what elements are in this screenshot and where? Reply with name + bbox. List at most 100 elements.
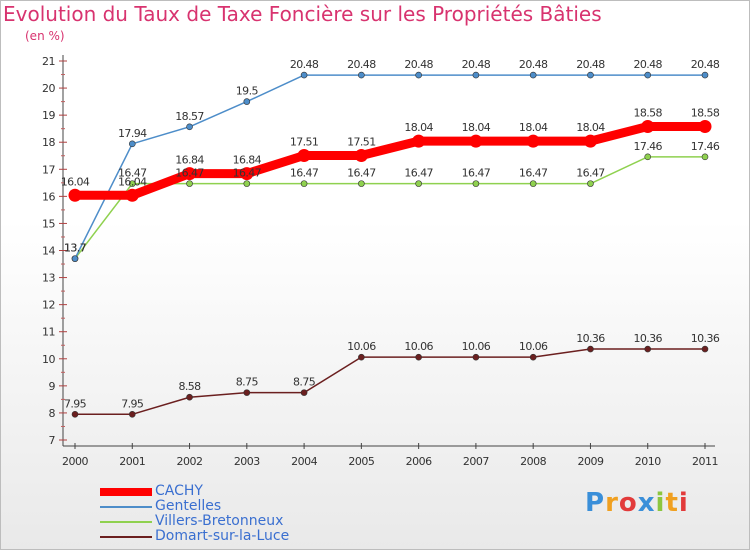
chart-title: Evolution du Taux de Taxe Foncière sur l… [3, 2, 602, 26]
data-label: 16.84 [233, 154, 262, 167]
x-tick-label: 2007 [463, 455, 489, 468]
x-tick-label: 2008 [520, 455, 546, 468]
data-label: 16.47 [118, 167, 147, 180]
data-label: 16.47 [404, 167, 433, 180]
x-tick-label: 2005 [348, 455, 374, 468]
data-point [698, 120, 712, 134]
y-tick-label: 7 [49, 434, 56, 447]
logo-letter: t [665, 488, 679, 518]
y-tick-label: 13 [42, 272, 55, 285]
data-point [529, 180, 537, 187]
data-point [358, 353, 365, 361]
data-point [587, 180, 594, 187]
data-label: 8.58 [178, 380, 201, 393]
data-label: 13.7 [64, 242, 87, 255]
data-point [415, 71, 422, 79]
data-point [243, 389, 251, 396]
y-tick-label: 18 [42, 136, 55, 149]
data-label: 16.47 [462, 167, 491, 180]
data-point [587, 71, 594, 79]
legend-swatch [100, 536, 152, 538]
data-label: 10.36 [691, 332, 720, 345]
legend-label: CACHY [155, 483, 203, 499]
data-point [186, 393, 193, 401]
legend-label: Gentelles [155, 498, 222, 514]
data-point [644, 71, 652, 79]
x-tick-label: 2004 [291, 455, 317, 468]
data-label: 20.48 [347, 58, 376, 71]
x-tick-label: 2003 [234, 455, 260, 468]
data-point [701, 153, 709, 161]
y-tick-label: 10 [42, 353, 55, 366]
data-label: 18.04 [404, 121, 433, 134]
x-tick-label: 2006 [406, 455, 432, 468]
data-label: 16.47 [290, 167, 319, 180]
logo-letter: x [637, 488, 656, 518]
series-line-domart-sur-la-luce [75, 348, 705, 416]
data-label: 10.36 [576, 332, 605, 345]
data-label: 18.04 [519, 121, 548, 134]
data-point [412, 134, 426, 148]
data-label: 19.5 [236, 85, 259, 98]
data-label: 16.47 [233, 167, 262, 180]
legend-label: Domart-sur-la-Luce [155, 528, 290, 544]
legend-item: Villers-Bretonneux [100, 513, 400, 529]
data-label: 16.04 [61, 175, 90, 188]
data-label: 17.46 [691, 140, 720, 153]
data-label: 18.57 [175, 110, 204, 123]
y-tick-label: 8 [49, 407, 56, 420]
data-point [183, 167, 197, 181]
legend-label: Villers-Bretonneux [155, 513, 284, 529]
data-point [472, 71, 480, 79]
data-label: 17.46 [633, 140, 662, 153]
data-label: 10.06 [519, 340, 548, 353]
data-label: 18.58 [691, 107, 720, 120]
data-label: 20.48 [576, 58, 605, 71]
chart-subtitle: (en %) [25, 29, 65, 43]
y-tick-label: 14 [42, 245, 55, 258]
data-label: 8.75 [293, 376, 316, 389]
data-label: 16.47 [519, 167, 548, 180]
data-point [243, 98, 251, 105]
data-label: 20.48 [290, 58, 319, 71]
data-label: 16.47 [576, 167, 605, 180]
data-point [644, 153, 652, 161]
logo-letter: i [678, 488, 689, 518]
data-label: 13.7 [64, 242, 87, 255]
data-point [415, 353, 422, 361]
data-point [300, 389, 308, 396]
logo-letter: i [655, 488, 666, 518]
y-tick-label: 12 [42, 299, 55, 312]
legend-item: CACHY [100, 483, 400, 499]
data-point [358, 180, 365, 187]
data-point [472, 180, 480, 187]
data-point [469, 134, 483, 148]
data-label: 18.04 [462, 121, 491, 134]
data-label: 16.47 [175, 167, 204, 180]
series-line-gentelles [74, 74, 705, 259]
y-tick-label: 15 [42, 217, 55, 230]
data-point [529, 71, 537, 79]
y-tick-label: 19 [42, 109, 55, 122]
x-tick-label: 2010 [635, 455, 661, 468]
data-point [186, 180, 193, 187]
legend: CACHY Gentelles Villers-Bretonneux Domart-s… [100, 483, 400, 544]
legend-swatch [100, 521, 152, 523]
data-point [472, 353, 480, 361]
data-point [641, 120, 655, 134]
data-point [529, 353, 537, 361]
data-point [358, 71, 365, 79]
y-tick-label: 11 [42, 326, 55, 339]
data-point [240, 167, 254, 181]
data-label: 17.51 [347, 135, 376, 148]
data-label: 20.48 [633, 58, 662, 71]
data-point [68, 188, 82, 202]
data-point [128, 410, 136, 418]
data-point [128, 140, 136, 148]
data-point [243, 180, 251, 187]
data-point [354, 148, 368, 162]
data-point [125, 188, 139, 202]
data-label: 17.94 [118, 127, 147, 140]
